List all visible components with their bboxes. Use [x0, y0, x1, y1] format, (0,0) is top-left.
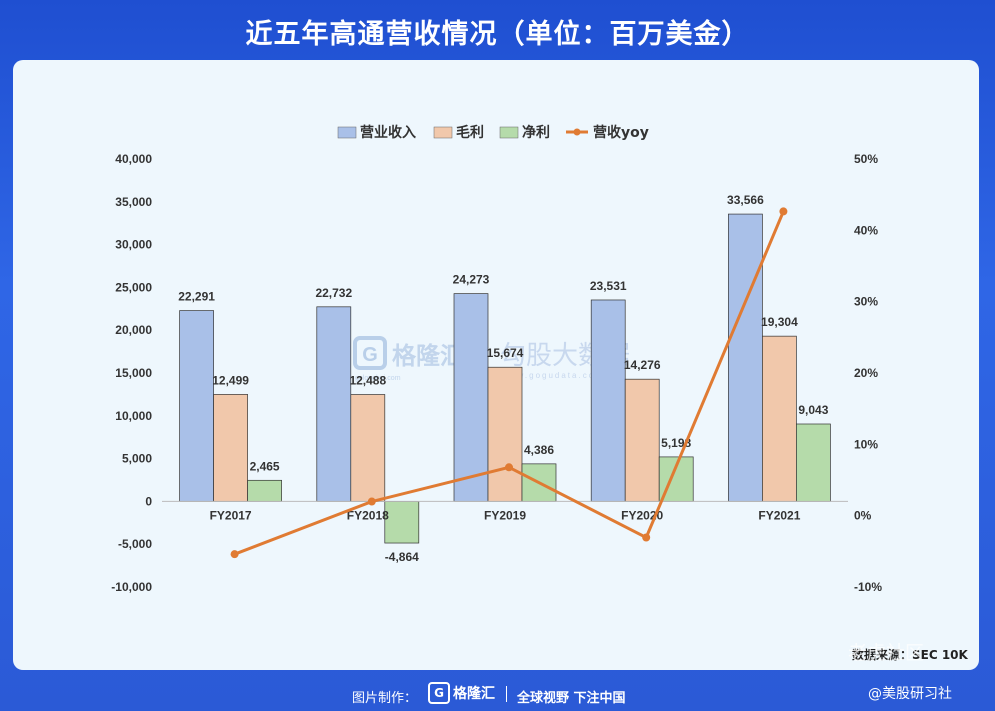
watermark-logo-letter: G	[362, 344, 378, 366]
x-tick-label: FY2021	[758, 508, 800, 522]
y-tick-label: 35,000	[115, 195, 152, 209]
bar-revenue	[179, 310, 214, 502]
brand-name: 格隆汇	[453, 686, 495, 702]
bar-gross	[213, 394, 248, 502]
chart-card	[13, 60, 979, 670]
bar-net	[796, 423, 831, 502]
yoy-point	[505, 463, 513, 472]
bar-revenue	[728, 213, 763, 502]
legend-swatch-net	[499, 126, 519, 139]
x-tick-label: FY2017	[210, 508, 252, 522]
data-label-revenue: 24,273	[453, 273, 490, 287]
data-label-net: 9,043	[798, 403, 828, 417]
footer-divider	[506, 686, 507, 702]
legend-label-gross: 毛利	[456, 124, 484, 141]
source-note: 数据来源：SEC 10K	[852, 647, 969, 662]
page-title: 近五年高通营收情况（单位：百万美金）	[245, 19, 750, 50]
legend-marker-yoy	[573, 128, 581, 136]
y-tick-label: 25,000	[115, 280, 152, 294]
y-tick-label: 40,000	[115, 152, 152, 166]
bar-revenue	[316, 306, 352, 502]
bar-revenue	[453, 293, 489, 502]
bar-gross	[624, 378, 660, 502]
y-tick-label: 5,000	[122, 452, 152, 466]
y-tick-label: -10,000	[111, 580, 152, 594]
watermark-site: gelonghui.com	[355, 375, 401, 382]
bar-gross	[350, 394, 386, 502]
data-label-net: -4,864	[385, 550, 419, 564]
data-label-revenue: 23,531	[590, 279, 627, 293]
yoy-point	[779, 207, 788, 216]
corner-watermark: 老虎社区	[848, 642, 924, 664]
brand-slogan: 全球视野 下注中国	[517, 691, 626, 706]
legend-label-yoy: 营收yoy	[593, 124, 649, 141]
bar-gross	[762, 335, 797, 502]
watermark-brand: 格隆汇	[392, 342, 464, 370]
y2-tick-label: 20%	[854, 366, 878, 380]
yoy-point	[367, 497, 376, 506]
data-label-gross: 12,488	[349, 374, 386, 388]
yoy-point	[642, 533, 651, 542]
brand-logo-icon: G	[428, 682, 450, 704]
y-tick-label: 15,000	[115, 366, 152, 380]
bar-net	[384, 501, 420, 544]
y2-tick-label: 40%	[854, 223, 878, 237]
y-tick-label: 20,000	[115, 323, 152, 337]
footer: 图片制作： G 格隆汇 全球视野 下注中国 @美股研习社	[0, 678, 995, 708]
y2-tick-label: 50%	[854, 152, 878, 166]
y-tick-label: -5,000	[118, 537, 152, 551]
watermark-logo-icon	[353, 336, 387, 370]
y-tick-label: 0	[145, 494, 152, 508]
data-label-revenue: 22,291	[178, 290, 215, 304]
legend-swatch-revenue	[337, 126, 357, 139]
data-label-gross: 19,304	[761, 315, 798, 329]
y2-tick-label: 10%	[854, 437, 878, 451]
y2-tick-label: -10%	[854, 580, 882, 594]
bar-gross	[487, 366, 523, 502]
legend-swatch-gross	[433, 126, 453, 139]
data-label-revenue: 33,566	[727, 193, 764, 207]
brand-logo: G 格隆汇	[428, 682, 495, 704]
bar-revenue	[590, 299, 626, 502]
data-label-gross: 12,499	[212, 373, 249, 387]
data-label-gross: 14,276	[624, 358, 661, 372]
author-credit: @美股研习社	[868, 686, 952, 702]
watermark-sub-site: www.gogudata.com	[501, 371, 604, 380]
x-tick-label: FY2019	[484, 508, 526, 522]
legend-label-net: 净利	[522, 124, 550, 141]
legend-label-revenue: 营业收入	[360, 124, 416, 141]
data-label-revenue: 22,732	[315, 286, 352, 300]
data-label-gross: 15,674	[487, 346, 524, 360]
y2-tick-label: 30%	[854, 295, 878, 309]
y2-tick-label: 0%	[854, 509, 872, 523]
made-by-label: 图片制作：	[352, 691, 418, 706]
data-label-net: 4,386	[524, 443, 554, 457]
y-tick-label: 30,000	[115, 238, 152, 252]
bar-net	[247, 479, 282, 502]
data-label-net: 2,465	[250, 459, 280, 473]
y-tick-label: 10,000	[115, 409, 152, 423]
x-tick-label: FY2018	[347, 508, 389, 522]
yoy-point	[230, 550, 239, 559]
